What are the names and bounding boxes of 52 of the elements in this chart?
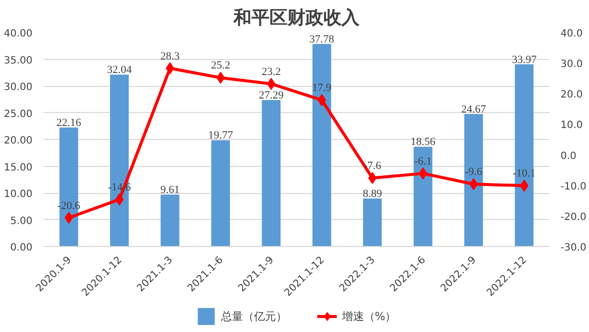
bar (59, 127, 78, 246)
bar (262, 100, 281, 246)
y2-tick-label: 10.0 (560, 120, 583, 132)
data-label: -9.6 (464, 166, 483, 178)
data-label: 27.29 (258, 90, 284, 102)
data-label: 18.56 (410, 136, 436, 148)
bar (211, 140, 230, 246)
data-label: 22.16 (56, 116, 82, 129)
data-label: 19.77 (208, 130, 234, 142)
y2-tick-label: -10.0 (560, 181, 586, 192)
data-label: 33.97 (512, 54, 538, 66)
data-label: 32.04 (107, 64, 132, 76)
point (216, 72, 225, 84)
point (368, 172, 377, 184)
chart-title: 和平区财政收入 (232, 8, 360, 28)
point (115, 193, 124, 206)
data-label: 9.61 (160, 184, 180, 196)
y-tick-label: 35.00 (4, 55, 33, 66)
y-tick-label: 0.00 (10, 242, 32, 254)
y-tick-label: 25.00 (4, 108, 33, 120)
y-tick-label: 20.00 (4, 136, 33, 146)
bar (514, 64, 534, 246)
y2-tick-label: -30.0 (560, 242, 586, 254)
y-tick-label: 30.00 (4, 82, 33, 93)
data-label: 23.2 (262, 66, 281, 78)
y-tick-label: 10.00 (4, 189, 33, 200)
legend-label: 增速（%） (342, 308, 396, 324)
data-label: 25.2 (210, 60, 230, 72)
bar (363, 198, 382, 246)
data-label: 37.78 (309, 33, 335, 46)
data-label: 17.9 (312, 82, 332, 94)
y2-tick-label: 40.0 (560, 28, 583, 40)
data-label: 24.67 (461, 104, 486, 116)
y-tick-label: 5.00 (10, 216, 32, 227)
y2-tick-label: 0.0 (560, 150, 576, 162)
point (166, 62, 174, 74)
bar (464, 114, 483, 246)
y2-tick-label: -20.0 (560, 212, 586, 223)
bar (312, 44, 332, 246)
y-tick-label: 40.00 (4, 28, 33, 40)
legend-label: 总量（亿元） (220, 308, 287, 324)
data-label: 8.89 (362, 188, 383, 200)
data-label: 28.3 (160, 50, 180, 62)
y2-tick-label: 30.0 (560, 59, 583, 70)
bar (160, 194, 180, 246)
y-tick-label: 15.00 (4, 162, 33, 174)
y2-tick-label: 20.0 (560, 90, 583, 101)
bar (110, 74, 129, 246)
data-label: -6.1 (414, 155, 432, 168)
point (418, 167, 428, 180)
point (469, 178, 478, 190)
bar (414, 146, 432, 246)
